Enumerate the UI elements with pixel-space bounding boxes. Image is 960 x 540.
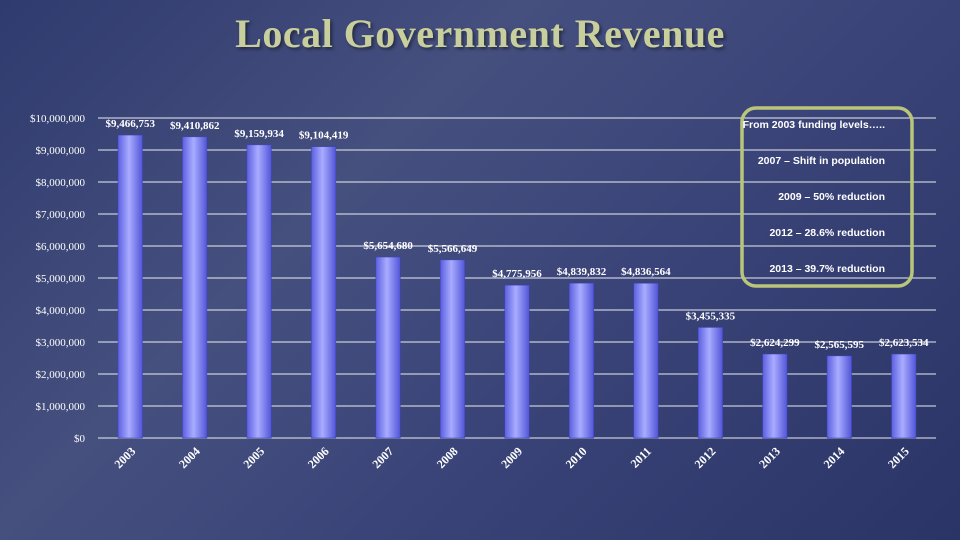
y-tick-label: $7,000,000	[36, 209, 86, 221]
x-tick-label: 2010	[563, 444, 590, 471]
data-label: $5,566,649	[428, 243, 478, 255]
annotation-box	[740, 106, 914, 288]
bar	[891, 353, 917, 439]
bar	[568, 282, 594, 439]
y-tick-label: $0	[74, 433, 86, 445]
annotation-note: From 2003 funding levels…..	[743, 119, 885, 131]
x-tick-label: 2009	[498, 444, 525, 471]
data-label: $2,565,595	[815, 339, 865, 351]
x-tick-label: 2007	[369, 444, 396, 471]
data-label: $4,775,956	[492, 268, 542, 280]
bar	[697, 327, 723, 439]
data-label: $3,455,335	[686, 310, 736, 322]
bar	[246, 144, 272, 439]
bar	[375, 256, 401, 439]
bar	[504, 284, 530, 439]
y-tick-label: $9,000,000	[36, 145, 86, 157]
x-tick-label: 2013	[756, 444, 783, 471]
data-label: $5,654,680	[363, 240, 413, 252]
bar	[117, 134, 143, 439]
bar	[311, 146, 337, 439]
data-label: $9,410,862	[170, 120, 220, 132]
x-tick-label: 2015	[885, 444, 912, 471]
y-tick-label: $4,000,000	[36, 305, 86, 317]
x-tick-label: 2012	[692, 444, 719, 471]
data-label: $9,466,753	[105, 118, 155, 130]
annotation-note: 2007 – Shift in population	[758, 155, 885, 167]
y-tick-label: $3,000,000	[36, 337, 86, 349]
y-tick-label: $1,000,000	[36, 401, 86, 413]
annotation-note: 2013 – 39.7% reduction	[769, 263, 885, 275]
x-tick-label: 2006	[305, 444, 332, 471]
data-label: $9,159,934	[234, 128, 284, 140]
x-tick-label: 2005	[240, 444, 267, 471]
annotation-note: 2012 – 28.6% reduction	[769, 227, 885, 239]
y-tick-label: $8,000,000	[36, 177, 86, 189]
y-tick-label: $10,000,000	[30, 113, 86, 125]
data-label: $9,104,419	[299, 130, 349, 142]
y-tick-label: $5,000,000	[36, 273, 86, 285]
x-tick-label: 2008	[434, 444, 461, 471]
y-tick-label: $6,000,000	[36, 241, 86, 253]
bar	[826, 355, 852, 439]
bar	[762, 353, 788, 439]
chart-title: Local Government Revenue	[235, 11, 725, 56]
bar	[440, 259, 466, 439]
data-label: $4,836,564	[621, 266, 671, 278]
bar	[633, 282, 659, 439]
data-label: $4,839,832	[557, 266, 607, 278]
x-tick-label: 2014	[821, 444, 848, 471]
data-label: $2,623,534	[879, 337, 929, 349]
annotation-note: 2009 – 50% reduction	[778, 191, 885, 203]
x-tick-label: 2003	[111, 444, 138, 471]
data-label: $2,624,299	[750, 337, 800, 349]
y-tick-label: $2,000,000	[36, 369, 86, 381]
x-tick-label: 2011	[628, 444, 654, 470]
x-tick-label: 2004	[176, 444, 203, 471]
bar	[182, 136, 208, 439]
